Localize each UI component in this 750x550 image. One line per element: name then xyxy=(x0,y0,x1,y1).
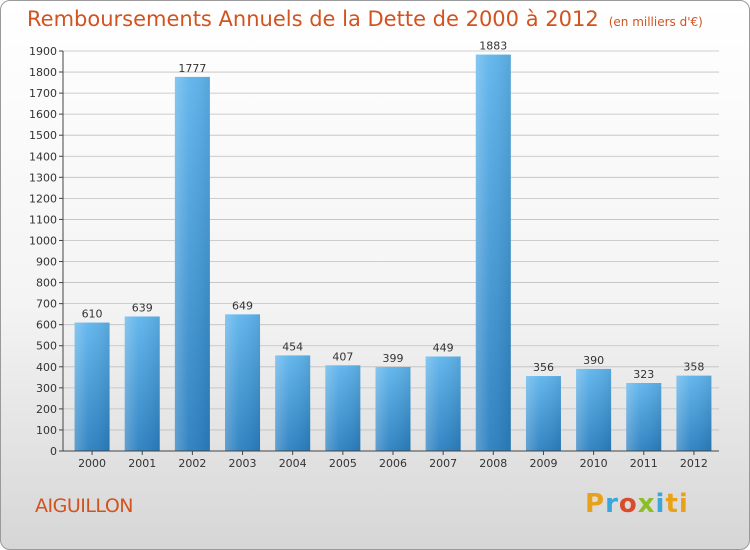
x-tick-label-2010: 2010 xyxy=(580,457,608,470)
x-tick-label-2011: 2011 xyxy=(630,457,658,470)
bar-shine-2010 xyxy=(576,368,612,451)
y-tick-label-1100: 1100 xyxy=(29,213,57,226)
y-tick-label-1700: 1700 xyxy=(29,87,57,100)
y-tick-label-600: 600 xyxy=(36,319,57,332)
city-name: AIGUILLON xyxy=(35,495,134,517)
bar-shine-2000 xyxy=(74,322,110,451)
x-tick-label-2004: 2004 xyxy=(279,457,307,470)
x-tick-label-2008: 2008 xyxy=(479,457,507,470)
bar-shine-2009 xyxy=(525,376,561,451)
bars: 610 639 1777 649 454 407 399 449 1883 356 390 323 35… xyxy=(74,40,712,451)
y-tick-label-700: 700 xyxy=(36,298,57,311)
bar-value-2002: 1777 xyxy=(178,62,206,75)
y-tick-label-100: 100 xyxy=(36,424,57,437)
bar-value-2007: 449 xyxy=(433,341,454,354)
bar-value-2000: 610 xyxy=(82,308,103,321)
y-tick-label-1800: 1800 xyxy=(29,66,57,79)
y-tick-label-1900: 1900 xyxy=(29,45,57,58)
y-tick-label-400: 400 xyxy=(36,361,57,374)
x-tick-label-2002: 2002 xyxy=(178,457,206,470)
y-tick-label-900: 900 xyxy=(36,256,57,269)
bar-shine-2002 xyxy=(174,76,210,451)
bar-value-2003: 649 xyxy=(232,299,253,312)
bar-value-2009: 356 xyxy=(533,361,554,374)
bar-shine-2012 xyxy=(676,375,712,451)
x-tick-label-2001: 2001 xyxy=(128,457,156,470)
y-tick-label-1500: 1500 xyxy=(29,129,57,142)
bar-shine-2003 xyxy=(225,314,261,451)
axes: 0 100 200 300 400 500 600 700 800 900 1000 1100 1200… xyxy=(29,45,719,470)
y-tick-label-1000: 1000 xyxy=(29,234,57,247)
x-tick-label-2000: 2000 xyxy=(78,457,106,470)
x-tick-label-2007: 2007 xyxy=(429,457,457,470)
bar-shine-2008 xyxy=(475,54,511,451)
bar-shine-2011 xyxy=(626,383,662,451)
x-tick-label-2012: 2012 xyxy=(680,457,708,470)
y-tick-label-0: 0 xyxy=(50,445,57,458)
bar-value-2005: 407 xyxy=(332,350,353,363)
bar-value-2011: 323 xyxy=(633,368,654,381)
x-tick-label-2003: 2003 xyxy=(229,457,257,470)
bar-value-2001: 639 xyxy=(132,301,153,314)
title-text: Remboursements Annuels de la Dette de 20… xyxy=(27,7,599,31)
bar-shine-2004 xyxy=(275,355,311,451)
bar-shine-2001 xyxy=(124,316,160,451)
bar-value-2006: 399 xyxy=(383,352,404,365)
bar-shine-2005 xyxy=(325,365,361,451)
bar-value-2012: 358 xyxy=(683,361,704,374)
x-tick-label-2005: 2005 xyxy=(329,457,357,470)
y-tick-label-1600: 1600 xyxy=(29,108,57,121)
bar-value-2004: 454 xyxy=(282,340,303,353)
y-tick-label-1400: 1400 xyxy=(29,150,57,163)
y-tick-label-300: 300 xyxy=(36,382,57,395)
x-tick-label-2009: 2009 xyxy=(529,457,557,470)
bar-value-2010: 390 xyxy=(583,354,604,367)
title-unit: (en milliers d'€) xyxy=(608,15,703,29)
y-tick-label-200: 200 xyxy=(36,403,57,416)
proxiti-logo[interactable]: Proxiti xyxy=(585,489,689,519)
chart-title: Remboursements Annuels de la Dette de 20… xyxy=(27,7,703,31)
bar-value-2008: 1883 xyxy=(479,40,507,53)
bar-shine-2007 xyxy=(425,356,461,451)
y-tick-label-1200: 1200 xyxy=(29,192,57,205)
y-tick-label-1300: 1300 xyxy=(29,171,57,184)
bar-shine-2006 xyxy=(375,367,411,451)
y-tick-label-500: 500 xyxy=(36,340,57,353)
x-tick-label-2006: 2006 xyxy=(379,457,407,470)
y-tick-label-800: 800 xyxy=(36,277,57,290)
